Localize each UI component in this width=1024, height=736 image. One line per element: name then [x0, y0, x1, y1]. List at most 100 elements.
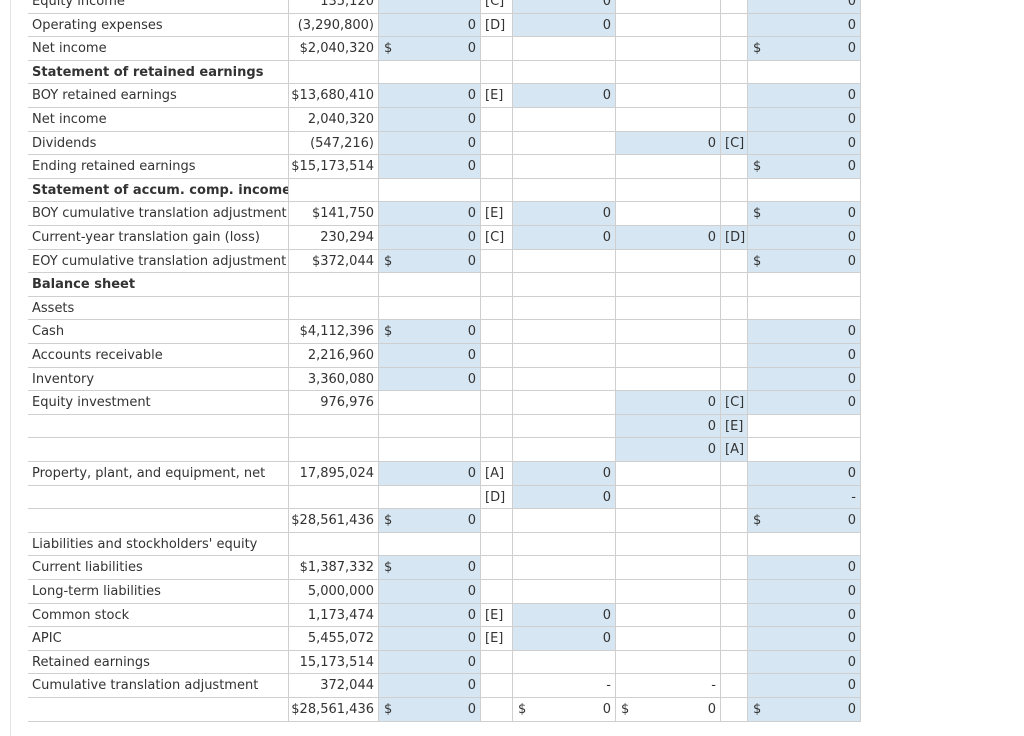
creditcode-cell — [721, 698, 748, 722]
credit-cell — [616, 580, 721, 604]
sub-cell: $0 — [379, 249, 481, 274]
worksheet: Equity income 135,120 [C] 0 0 Operating expen… — [10, 0, 1024, 736]
credit-cell — [616, 320, 721, 344]
sub-cell — [379, 414, 481, 439]
creditcode-cell — [721, 108, 748, 132]
subcode-cell: [A] — [481, 462, 513, 486]
credit-cell — [616, 344, 721, 368]
parent-cell: $4,112,396 — [289, 320, 379, 344]
credit-cell — [616, 603, 721, 628]
dollar-sign: $ — [518, 702, 527, 717]
amount: 0 — [602, 631, 611, 647]
parent-cell: $141,750 — [289, 202, 379, 226]
sub-cell: 0 — [379, 108, 481, 132]
debit-cell: 0 — [513, 627, 616, 651]
subcode-cell — [481, 155, 513, 179]
subcode-cell — [481, 60, 513, 85]
dollar-sign: $ — [384, 560, 393, 576]
amount: 0 — [467, 253, 476, 269]
sub-cell: 0 — [379, 84, 481, 108]
debit-cell — [513, 296, 616, 321]
cons-cell: 0 — [748, 627, 861, 651]
creditcode-cell: [C] — [721, 131, 748, 156]
cons-cell: 0 — [748, 131, 861, 156]
sub-cell: $0 — [379, 320, 481, 344]
amount: 0 — [467, 159, 476, 175]
label-cell: Net income — [28, 108, 289, 132]
cons-cell: $0 — [748, 155, 861, 179]
amount: 0 — [467, 560, 476, 576]
label-cell: Equity investment — [28, 391, 289, 415]
debit-cell: - — [513, 674, 616, 698]
parent-cell: 5,000,000 — [289, 580, 379, 604]
parent-cell: 2,216,960 — [289, 344, 379, 368]
subcode-cell — [481, 650, 513, 675]
label-cell: Cash — [28, 320, 289, 344]
credit-cell: - — [616, 674, 721, 698]
amount: 0 — [707, 135, 716, 151]
amount: 0 — [707, 395, 716, 411]
amount: 0 — [847, 702, 856, 717]
amount: 0 — [847, 253, 856, 269]
credit-cell — [616, 249, 721, 274]
amount: 0 — [847, 678, 856, 694]
creditcode-cell — [721, 178, 748, 203]
amount: 0 — [847, 0, 856, 9]
label-cell: Retained earnings — [28, 650, 289, 675]
amount: 0 — [467, 112, 476, 127]
debit-cell: 0 — [513, 226, 616, 250]
amount: 0 — [847, 348, 856, 363]
sub-cell: 0 — [379, 13, 481, 38]
cons-cell: 0 — [748, 344, 861, 368]
subcode-cell — [481, 532, 513, 557]
amount: 0 — [602, 0, 611, 9]
cons-cell — [748, 296, 861, 321]
parent-cell — [289, 485, 379, 510]
label-cell: Operating expenses — [28, 13, 289, 38]
parent-cell: $1,387,332 — [289, 556, 379, 580]
label-cell — [28, 485, 289, 510]
amount: 0 — [467, 324, 476, 340]
label-cell: APIC — [28, 627, 289, 651]
parent-cell — [289, 414, 379, 439]
creditcode-cell — [721, 556, 748, 580]
dollar-sign: $ — [753, 702, 762, 717]
amount: 0 — [602, 88, 611, 104]
cons-cell: $0 — [748, 698, 861, 722]
amount: 0 — [602, 466, 611, 481]
credit-cell: 0 — [616, 131, 721, 156]
sub-cell: 0 — [379, 603, 481, 628]
dollar-sign: $ — [384, 324, 393, 340]
amount: 0 — [847, 584, 856, 599]
label-cell — [28, 414, 289, 439]
parent-cell: 230,294 — [289, 226, 379, 250]
amount: 0 — [847, 88, 856, 104]
label-cell: Common stock — [28, 603, 289, 628]
cons-cell: 0 — [748, 462, 861, 486]
creditcode-cell — [721, 60, 748, 85]
debit-cell: 0 — [513, 462, 616, 486]
sub-cell — [379, 0, 481, 14]
debit-cell — [513, 391, 616, 415]
parent-cell: $372,044 — [289, 249, 379, 274]
amount: 0 — [602, 17, 611, 33]
subcode-cell — [481, 273, 513, 297]
amount: 0 — [847, 560, 856, 576]
debit-cell: $0 — [513, 698, 616, 722]
cons-cell: 0 — [748, 580, 861, 604]
debit-cell: 0 — [513, 603, 616, 628]
sub-cell — [379, 391, 481, 415]
cons-cell — [748, 532, 861, 557]
sub-cell: 0 — [379, 674, 481, 698]
subcode-cell — [481, 367, 513, 392]
debit-cell — [513, 320, 616, 344]
parent-cell: $15,173,514 — [289, 155, 379, 179]
creditcode-cell — [721, 532, 748, 557]
credit-cell — [616, 509, 721, 533]
cons-cell: - — [748, 485, 861, 510]
cons-cell: 0 — [748, 674, 861, 698]
amount: 0 — [847, 230, 856, 245]
debit-cell: 0 — [513, 485, 616, 510]
amount: 0 — [467, 17, 476, 33]
cons-cell: $0 — [748, 202, 861, 226]
